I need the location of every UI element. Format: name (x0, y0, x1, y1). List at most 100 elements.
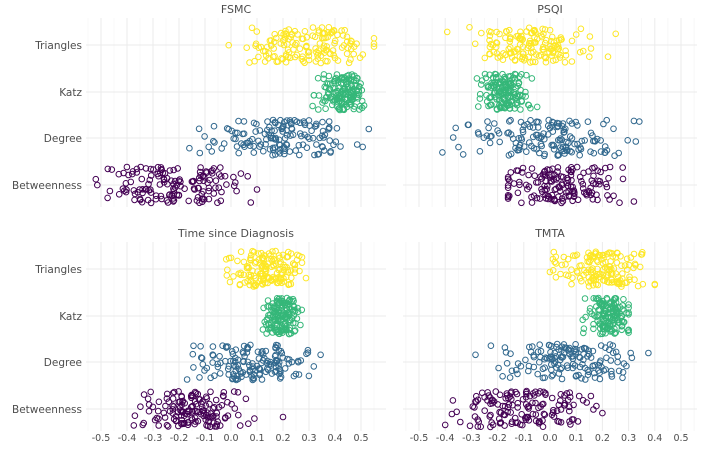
data-point (257, 275, 264, 283)
data-point (517, 28, 524, 36)
data-point (152, 195, 160, 203)
data-point (523, 387, 530, 395)
data-point (534, 348, 542, 356)
data-point (594, 167, 602, 174)
data-point (344, 83, 352, 90)
data-point (147, 165, 155, 173)
data-point (614, 358, 621, 366)
data-point (249, 360, 256, 367)
data-point (276, 375, 284, 382)
data-point (576, 173, 584, 181)
data-point (578, 277, 585, 285)
data-point (189, 350, 197, 358)
data-point (347, 88, 354, 95)
data-point (279, 128, 287, 135)
data-point (549, 267, 557, 274)
y-tick-label: Betweenness (12, 180, 82, 192)
data-point (298, 306, 306, 314)
data-point (526, 343, 533, 351)
data-point (484, 82, 492, 89)
data-point (584, 353, 591, 360)
data-point (251, 259, 259, 267)
data-point (288, 120, 295, 128)
data-point (240, 118, 248, 125)
data-point (610, 192, 617, 200)
x-tick-label: 0.4 (327, 433, 342, 444)
data-point (568, 148, 576, 156)
data-point (632, 138, 640, 145)
data-point (236, 281, 244, 289)
data-point (518, 71, 525, 78)
data-point (541, 411, 549, 419)
data-point (157, 192, 165, 200)
data-point (651, 281, 659, 289)
data-point (225, 254, 233, 262)
data-point (560, 126, 568, 134)
data-point (170, 403, 177, 410)
data-point (585, 368, 592, 376)
data-point (310, 363, 318, 370)
data-point (313, 120, 320, 128)
data-point (566, 344, 573, 352)
data-point (298, 259, 306, 267)
data-point (531, 33, 538, 41)
data-point (522, 93, 530, 100)
data-point (347, 56, 354, 63)
data-point (278, 324, 286, 332)
data-point (200, 407, 207, 414)
data-point (518, 199, 525, 207)
data-point (496, 408, 503, 416)
data-point (147, 186, 154, 193)
data-point (519, 128, 527, 136)
data-point (305, 52, 313, 60)
y-tick-label: Degree (44, 133, 82, 145)
data-point (136, 195, 144, 203)
x-tick-label: 0.2 (275, 433, 290, 444)
data-point (528, 199, 536, 206)
data-point (196, 149, 204, 157)
data-point (262, 368, 270, 376)
data-point (272, 351, 280, 359)
data-point (576, 48, 584, 56)
data-point (189, 178, 197, 185)
data-point (504, 184, 512, 191)
data-point (319, 127, 327, 135)
data-point (546, 268, 554, 276)
data-point (603, 116, 611, 124)
data-point (589, 363, 597, 370)
data-point (340, 105, 348, 113)
data-point (291, 53, 299, 61)
data-point (344, 80, 351, 87)
data-point (94, 181, 101, 189)
data-point (516, 178, 523, 186)
data-point (544, 131, 552, 138)
data-point (252, 274, 260, 282)
data-point (596, 375, 604, 383)
data-point (327, 93, 335, 100)
data-point (474, 396, 482, 404)
series-betweenness (441, 387, 606, 431)
data-point (237, 368, 244, 375)
data-point (579, 185, 587, 192)
data-point (495, 415, 503, 423)
data-point (449, 397, 457, 404)
data-point (275, 299, 283, 307)
data-point (550, 406, 557, 414)
data-point (569, 197, 576, 205)
data-point (215, 171, 223, 178)
data-point (327, 30, 335, 37)
data-point (528, 142, 535, 150)
data-point (597, 357, 604, 365)
data-point (217, 173, 225, 180)
data-point (554, 151, 562, 158)
data-point (169, 395, 177, 402)
data-point (562, 261, 569, 268)
data-point (319, 143, 326, 151)
data-point (275, 136, 283, 144)
data-point (590, 320, 597, 328)
data-point (161, 414, 169, 421)
series-triangles (225, 24, 378, 67)
data-point (260, 147, 267, 155)
data-point (514, 167, 522, 174)
data-point (233, 143, 241, 150)
